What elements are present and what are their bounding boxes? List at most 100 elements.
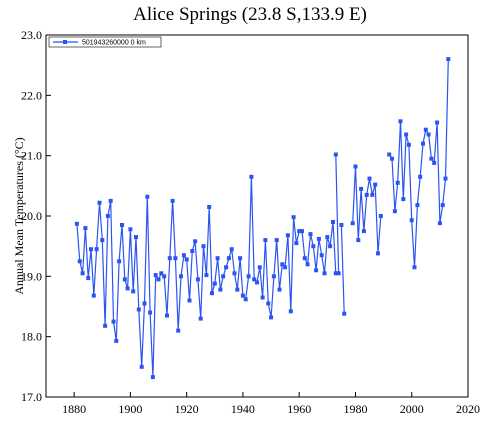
data-point [224,265,229,270]
data-point [373,182,378,187]
legend: 501943260000 0 km [48,36,162,48]
data-point [418,174,423,179]
data-point [378,214,383,218]
data-point [285,233,290,238]
legend-label: 501943260000 0 km [82,40,146,47]
y-tick-label: 20.0 [21,209,42,223]
data-point [215,256,220,261]
data-point [412,265,417,270]
series-layer [74,57,451,380]
data-point [387,152,392,157]
data-point [89,247,93,252]
data-point [218,287,223,292]
data-point [328,244,333,249]
data-point [114,338,119,343]
data-point [207,205,212,209]
data-point [131,289,136,294]
y-tick-label: 19.0 [21,269,42,283]
series-line [388,59,449,268]
x-tick-label: 1940 [231,402,255,416]
data-point [376,251,380,256]
data-point [319,253,324,258]
data-point [246,274,251,279]
data-point [350,221,355,226]
data-point [100,238,105,243]
data-point [263,238,268,243]
data-point [305,262,310,267]
data-point [142,301,147,306]
data-point [333,152,338,157]
data-point [440,203,445,208]
y-tick-label: 17.0 [21,390,42,404]
data-point [361,229,366,234]
data-point [156,277,161,282]
data-point [108,198,113,203]
data-point [226,256,231,261]
data-point [136,307,141,312]
data-point [331,220,335,224]
data-point [404,132,409,137]
data-point [297,229,302,234]
data-point [221,274,226,279]
data-point [353,164,358,169]
series-line [335,154,340,274]
data-point [367,176,372,181]
data-point [336,271,341,276]
data-point [316,236,321,241]
data-point [426,132,431,137]
data-point [181,253,186,258]
y-tick-label: 18.0 [21,330,42,344]
data-point [288,309,293,314]
data-point [105,214,110,218]
data-point [283,265,288,270]
data-point [86,276,91,281]
data-point [74,221,79,226]
data-point [229,247,234,252]
x-tick-label: 1900 [118,402,142,416]
x-tick-label: 1880 [62,402,86,416]
data-point [294,241,299,246]
data-point [398,119,403,124]
data-point [243,297,248,302]
data-point [167,256,172,261]
data-point [280,262,285,267]
data-point [162,274,167,279]
data-point [125,286,130,291]
data-point [446,57,451,62]
data-point [364,192,369,197]
data-point [83,226,88,231]
data-point [356,238,361,243]
data-point [145,194,150,199]
data-point [342,311,347,316]
data-point [212,281,217,286]
data-point [193,239,198,244]
y-tick-label: 22.0 [21,88,42,102]
data-point [190,249,195,253]
series-line [340,224,345,314]
y-axis-label: Annual Mean Temperatures (°C) [12,137,26,294]
data-point [128,227,133,232]
data-point [406,142,411,147]
data-point [120,223,124,227]
data-point [300,229,304,234]
data-point [291,215,296,220]
data-point [401,197,406,202]
data-point [240,293,245,298]
data-point [271,274,276,279]
data-point [302,256,307,261]
y-tick-label: 21.0 [21,149,42,163]
data-point [266,301,271,306]
data-point [94,247,99,252]
data-point [390,156,394,161]
data-point [91,293,96,298]
data-point [103,323,108,328]
data-point [249,174,254,179]
data-point [311,244,316,249]
data-point [429,156,434,161]
data-point [139,364,144,369]
data-point [204,273,209,278]
data-point [415,203,420,208]
data-point [97,200,102,205]
data-point [187,298,192,303]
